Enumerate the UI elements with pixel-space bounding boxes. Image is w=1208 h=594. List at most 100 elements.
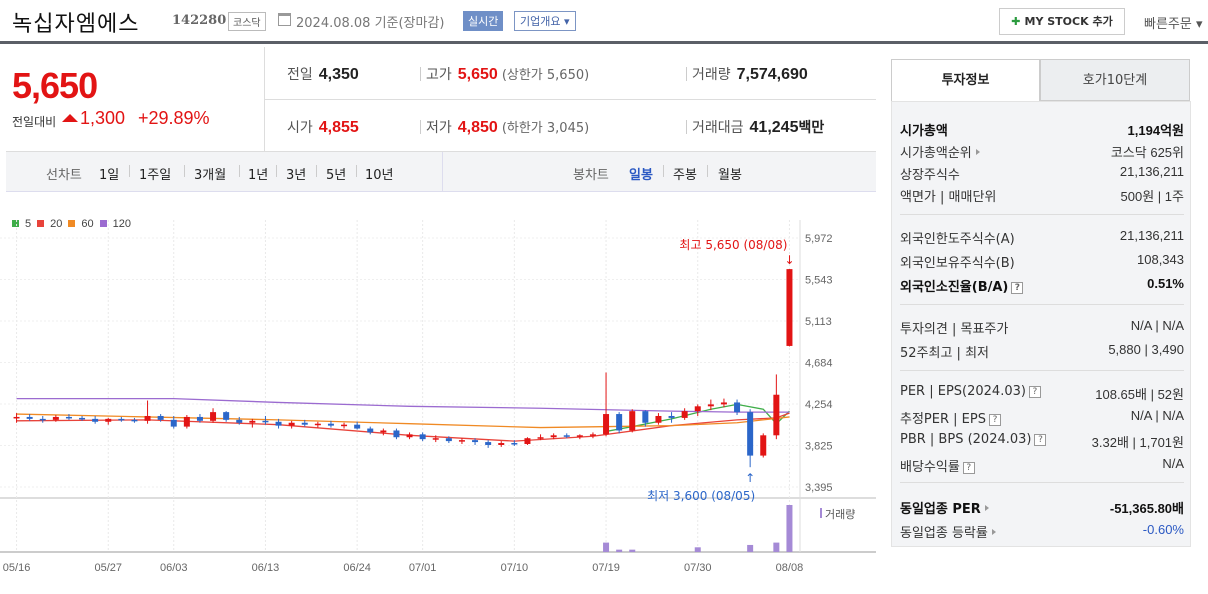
candle-weekly[interactable]: 주봉 — [673, 168, 697, 183]
help-icon[interactable]: ? — [988, 414, 1001, 426]
info-value: 5,880 | 3,490 — [1108, 342, 1184, 357]
period-5y[interactable]: 5년 — [326, 168, 347, 183]
investment-info-panel: 투자정보 호가10단계 시가총액 1,194억원 시가총액순위 코스닥 625위 상장주… — [891, 59, 1191, 549]
candle-body — [354, 424, 361, 429]
info-label-text: 외국인소진율(B/A) — [900, 280, 1009, 295]
candle-body — [550, 435, 557, 438]
candle-body — [105, 418, 112, 422]
y-tick-label: 5,543 — [805, 274, 833, 286]
stock-header: 녹십자엠에스 142280 코스닥 2024.08.08 기준(장마감) 실시간… — [0, 0, 1208, 44]
help-icon[interactable]: ? — [1011, 282, 1024, 294]
low-arrow-icon: ↑ — [745, 471, 755, 485]
info-label: 추정PER | EPS? — [900, 408, 1001, 427]
help-icon[interactable]: ? — [1028, 386, 1041, 398]
info-row[interactable]: 동일업종 PER -51,365.80배 — [900, 498, 1184, 520]
candle-body — [563, 435, 570, 437]
tab-orderbook-10[interactable]: 호가10단계 — [1040, 59, 1190, 101]
info-label-text: PER | EPS(2024.03) — [900, 384, 1026, 399]
price-summary: 5,650 전일대비 1,300 +29.89% 전일 4,350 고가 5,650… — [6, 47, 876, 152]
volume-label: 거래량 — [692, 67, 731, 83]
tab-investment-info[interactable]: 투자정보 — [891, 59, 1040, 101]
period-10y[interactable]: 10년 — [365, 168, 394, 183]
candle-body — [511, 443, 518, 445]
y-tick-label: 5,972 — [805, 233, 833, 245]
candle-body — [275, 421, 282, 426]
info-row: 52주최고 | 최저 5,880 | 3,490 — [900, 342, 1184, 364]
candle-body — [747, 412, 754, 456]
info-value: N/A | N/A — [1130, 318, 1184, 333]
candle-daily[interactable]: 일봉 — [629, 168, 653, 183]
info-label-text: 동일업종 등락률 — [900, 526, 988, 541]
line-chart-label: 선차트 — [46, 168, 82, 183]
info-row[interactable]: 동일업종 등락률 -0.60% — [900, 522, 1184, 544]
panel-divider — [900, 304, 1184, 305]
period-3m[interactable]: 3개월 — [194, 168, 227, 183]
info-value: 3.32배 | 1,701원 — [1091, 435, 1184, 450]
help-icon[interactable]: ? — [1034, 434, 1047, 446]
info-row: PBR | BPS (2024.03)? 3.32배 | 1,701원 — [900, 432, 1184, 454]
x-tick-label: 07/19 — [592, 562, 620, 574]
high-label: 고가 — [426, 67, 452, 83]
candle-body — [681, 411, 688, 418]
candle-monthly[interactable]: 월봉 — [718, 168, 742, 183]
info-row: 외국인한도주식수(A) 21,136,211 — [900, 228, 1184, 250]
volume-bar — [616, 549, 623, 552]
price-change-value: 1,300 — [80, 108, 126, 128]
period-1d[interactable]: 1일 — [99, 168, 120, 183]
candle-body — [720, 402, 727, 405]
candle-body — [79, 417, 86, 420]
quick-order-dropdown[interactable]: 빠른주문 ▾ — [1144, 17, 1203, 32]
divider — [356, 165, 357, 177]
realtime-button[interactable]: 실시간 — [463, 11, 504, 31]
legend-text: 120 — [112, 218, 131, 230]
x-tick-label: 06/24 — [343, 562, 371, 574]
divider — [442, 152, 443, 192]
period-1w[interactable]: 1주일 — [139, 168, 172, 183]
info-row: 외국인소진율(B/A)? 0.51% — [900, 276, 1184, 298]
my-stock-add-button[interactable]: ✚ MY STOCK 추가 — [999, 8, 1125, 35]
candlestick-chart[interactable]: 05/16 05/27 06/03 06/13 06/24 07/01 07/10 07/19… — [0, 200, 876, 594]
info-label: 시가총액순위 — [900, 142, 980, 161]
x-tick-label: 06/03 — [160, 562, 188, 574]
trading-amount: 거래대금 41,245백만 — [692, 117, 824, 137]
info-label: 시가총액 — [900, 120, 948, 139]
candle-body — [65, 416, 72, 419]
panel-divider — [900, 370, 1184, 371]
info-label: PER | EPS(2024.03)? — [900, 384, 1041, 399]
info-label: 52주최고 | 최저 — [900, 342, 989, 361]
help-icon[interactable]: ? — [962, 462, 975, 474]
candle-body — [367, 428, 374, 433]
divider — [239, 165, 240, 177]
company-overview-dropdown[interactable]: 기업개요 ▾ — [514, 11, 576, 31]
candle-body — [380, 430, 387, 433]
info-row: 배당수익률? N/A — [900, 456, 1184, 478]
info-label-text: 액면가 | 매매단위 — [900, 190, 997, 205]
volume-bar — [694, 547, 701, 552]
period-3y[interactable]: 3년 — [286, 168, 307, 183]
legend-text: 5 — [25, 218, 32, 230]
candle-body — [629, 411, 636, 431]
info-row: 외국인보유주식수(B) 108,343 — [900, 252, 1184, 274]
volume-bar — [603, 542, 610, 552]
candle-body — [327, 423, 334, 426]
ma-legend: 5 20 60 120 — [12, 218, 137, 230]
candle-body — [144, 415, 151, 421]
candle-body — [39, 418, 46, 421]
volume-legend-swatch — [820, 508, 822, 518]
candle-body — [406, 434, 413, 438]
info-value: N/A — [1162, 456, 1184, 471]
info-label: 외국인한도주식수(A) — [900, 228, 1015, 247]
legend-swatch — [99, 220, 107, 227]
period-1y[interactable]: 1년 — [248, 168, 269, 183]
panel-divider — [900, 482, 1184, 483]
amount-label: 거래대금 — [692, 120, 744, 136]
candle-body — [707, 404, 714, 407]
x-tick-label: 06/13 — [252, 562, 280, 574]
candle-body — [288, 422, 295, 426]
info-row[interactable]: 시가총액순위 코스닥 625위 — [900, 142, 1184, 164]
info-label-text: PBR | BPS (2024.03) — [900, 432, 1032, 447]
candle-body — [642, 411, 649, 423]
volume-bar — [629, 549, 636, 552]
volume-label: 거래량 — [825, 508, 855, 521]
divider — [129, 165, 130, 177]
